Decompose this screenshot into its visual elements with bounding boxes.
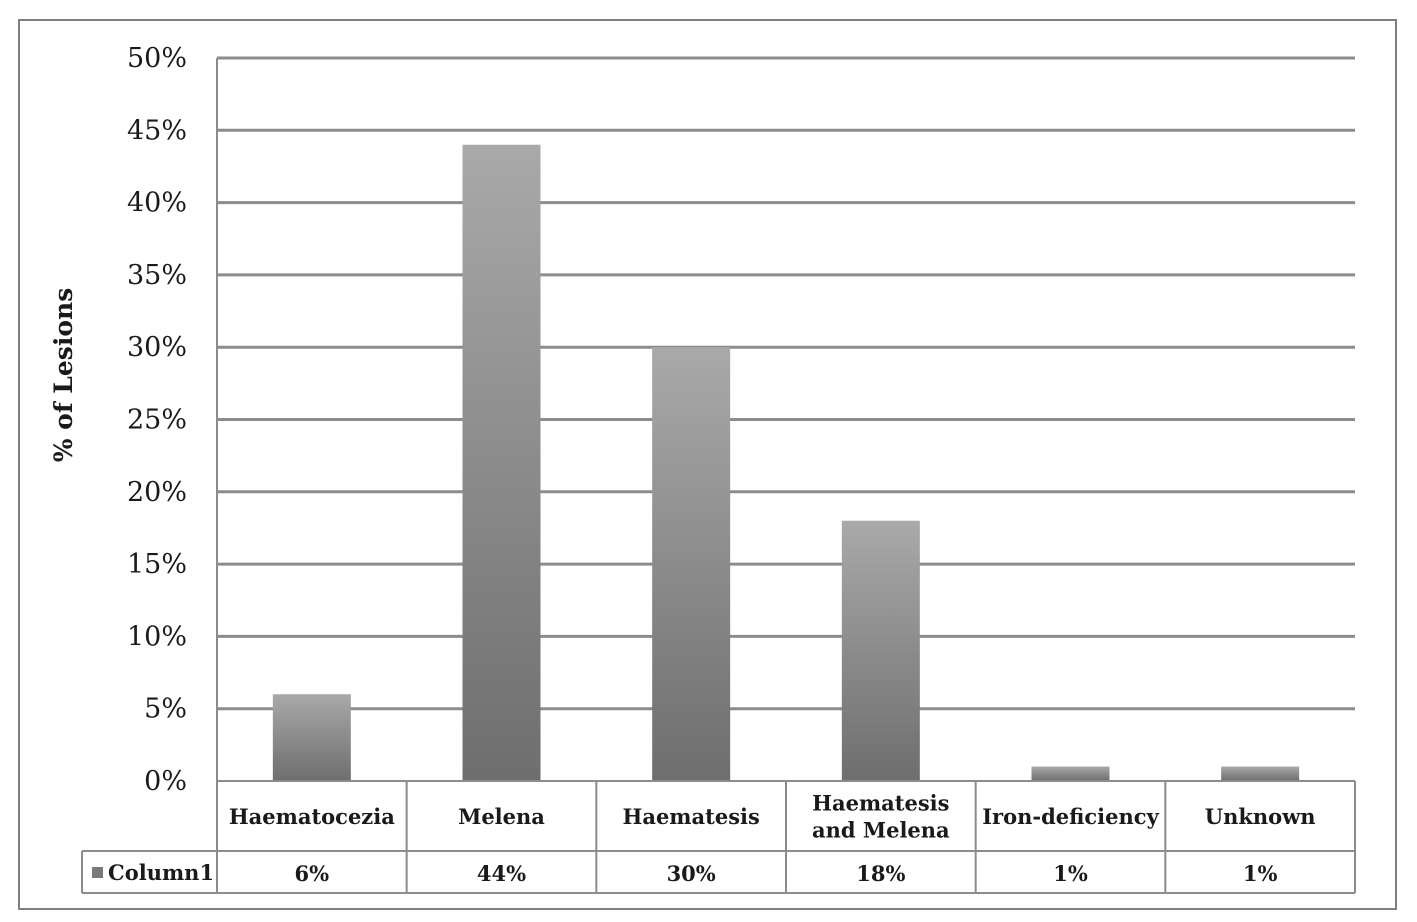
y-tick-label: 0% xyxy=(144,766,187,797)
bar xyxy=(462,144,541,781)
chart-frame xyxy=(18,19,1397,910)
bar xyxy=(272,694,351,781)
bar xyxy=(1031,766,1110,781)
y-tick-label: 10% xyxy=(127,621,187,652)
bar xyxy=(652,347,731,781)
x-category-label: Melena xyxy=(458,804,545,829)
bar xyxy=(841,520,920,781)
x-category-label: Unknown xyxy=(1205,804,1316,829)
data-label: 1% xyxy=(1053,861,1088,886)
x-category-label: Haematesis xyxy=(812,791,949,816)
y-tick-label: 50% xyxy=(127,43,187,74)
bar xyxy=(1221,766,1300,781)
data-label: 1% xyxy=(1243,861,1278,886)
x-category-label: Haematocezia xyxy=(229,804,395,829)
legend-swatch xyxy=(92,867,103,878)
data-label: 6% xyxy=(295,861,330,886)
y-tick-label: 25% xyxy=(127,405,187,436)
x-category-label: Iron-deficiency xyxy=(982,804,1159,829)
y-tick-label: 5% xyxy=(144,694,187,725)
data-label: 44% xyxy=(477,861,526,886)
legend-series-name: Column1 xyxy=(108,860,214,885)
data-label: 18% xyxy=(856,861,905,886)
x-category-label: Haematesis xyxy=(623,804,760,829)
y-tick-label: 20% xyxy=(127,477,187,508)
y-tick-label: 35% xyxy=(127,260,187,291)
x-category-label: and Melena xyxy=(812,818,950,843)
y-tick-label: 15% xyxy=(127,549,187,580)
y-axis-label: % of Lesions xyxy=(49,288,78,463)
data-label: 30% xyxy=(667,861,716,886)
y-tick-label: 45% xyxy=(127,115,187,146)
y-tick-label: 30% xyxy=(127,332,187,363)
y-tick-label: 40% xyxy=(127,188,187,219)
